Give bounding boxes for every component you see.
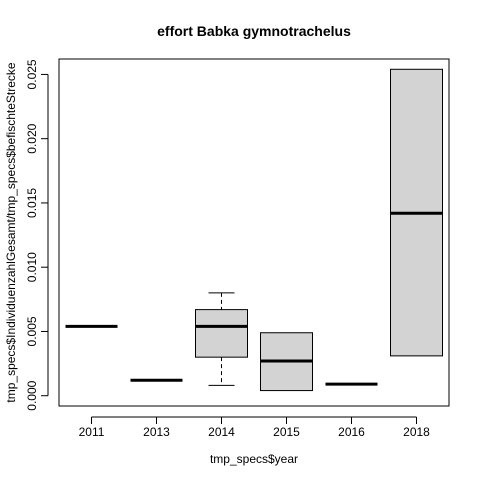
y-tick-label: 0.005 (25, 316, 39, 346)
x-axis-label: tmp_specs$year (210, 452, 298, 466)
x-tick-label: 2014 (208, 425, 235, 439)
x-tick-label: 2018 (403, 425, 430, 439)
chart-title: effort Babka gymnotrachelus (157, 23, 351, 39)
box-2018 (390, 68, 443, 357)
x-tick-label: 2011 (79, 425, 105, 439)
y-tick-label: 0.020 (25, 123, 39, 153)
x-tick-label: 2016 (338, 425, 365, 439)
box-body (195, 309, 248, 358)
y-axis-label: tmp_specs$IndividuenzahlGesamt/tmp_specs… (4, 62, 18, 403)
y-tick-label: 0.000 (25, 380, 39, 410)
x-tick-label: 2013 (143, 425, 170, 439)
x-tick-label: 2015 (273, 425, 300, 439)
y-tick-label: 0.010 (25, 252, 39, 282)
plot-frame (58, 58, 450, 407)
box-2014 (195, 292, 248, 386)
box-2015 (260, 332, 313, 392)
chart-marks: 0.000 0.005 0.010 0.015 0.020 0.025 2011 2013 20… (25, 59, 443, 439)
y-tick-label: 0.015 (25, 188, 39, 218)
y-tick-label: 0.025 (25, 59, 39, 89)
